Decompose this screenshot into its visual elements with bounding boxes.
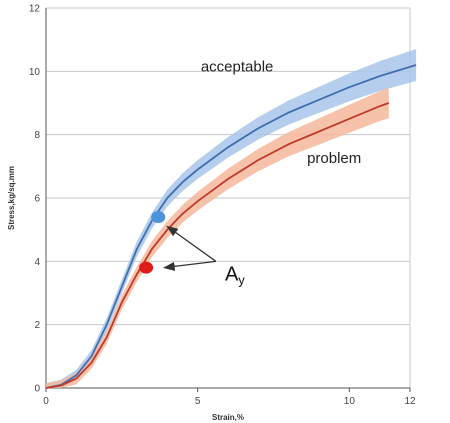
y-tick-label-10: 10 (29, 67, 41, 78)
problem-yield-point (139, 261, 154, 274)
y-tick-label-6: 6 (34, 194, 40, 205)
annotation-sub: y (238, 272, 245, 287)
annotation-arrow-2 (163, 260, 216, 271)
series-label-acceptable: acceptable (201, 58, 274, 75)
y-tick-label-12: 12 (29, 4, 41, 15)
series-band-acceptable (46, 49, 417, 388)
annotation-label: Ay (225, 263, 245, 287)
y-tick-label-2: 2 (34, 320, 40, 331)
x-tick-label-12: 12 (404, 396, 416, 407)
y-tick-label-0: 0 (34, 384, 40, 395)
y-tick-label-4: 4 (34, 257, 40, 268)
series-label-problem: problem (307, 150, 361, 167)
x-axis-label: Strain,% (212, 413, 244, 422)
acceptable-yield-point (151, 211, 166, 223)
y-tick-label-8: 8 (34, 130, 40, 141)
annotation-main: A (225, 263, 239, 285)
x-tick-label-5: 5 (195, 396, 201, 407)
series-line-acceptable (45, 64, 417, 389)
annotation-arrow-1 (166, 225, 217, 262)
series-line-problem (45, 102, 390, 389)
y-axis-label: Stress,kg/sq.mm (7, 166, 16, 230)
x-tick-label-10: 10 (344, 396, 356, 407)
x-tick-label-0: 0 (43, 396, 49, 407)
series-band-problem (46, 87, 389, 389)
